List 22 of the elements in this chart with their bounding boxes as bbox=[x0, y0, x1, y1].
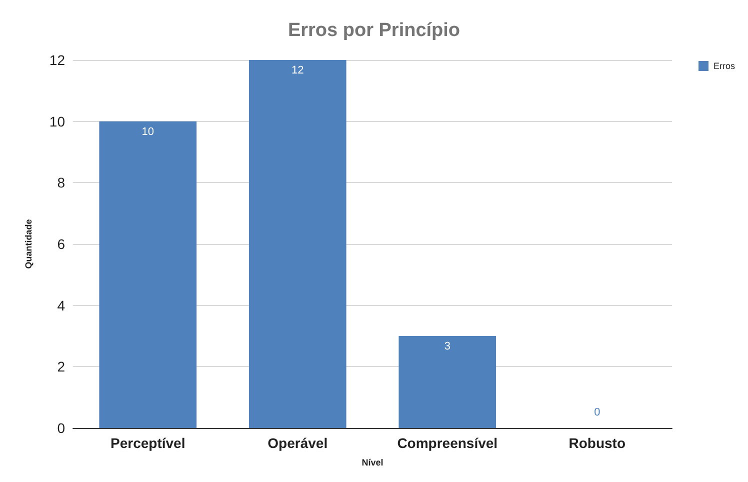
y-tick-label: 6 bbox=[57, 236, 66, 252]
y-tick-label: 0 bbox=[57, 420, 66, 436]
y-axis-title: Quantidade bbox=[24, 219, 34, 269]
data-label: 0 bbox=[594, 406, 600, 418]
bar bbox=[99, 121, 197, 428]
x-tick-label: Compreensível bbox=[397, 435, 498, 451]
y-tick-label: 12 bbox=[49, 52, 66, 68]
y-tick-label: 8 bbox=[57, 174, 66, 191]
y-tick-label: 10 bbox=[49, 113, 66, 130]
y-tick-label: 2 bbox=[57, 358, 66, 375]
data-label: 12 bbox=[292, 64, 304, 76]
x-tick-label: Robusto bbox=[568, 435, 626, 451]
data-label: 10 bbox=[142, 126, 154, 138]
data-label: 3 bbox=[444, 340, 450, 352]
legend-label: Erros bbox=[714, 61, 736, 71]
bar bbox=[398, 336, 496, 428]
x-tick-label: Operável bbox=[268, 435, 328, 451]
chart-title: Erros por Princípio bbox=[288, 20, 460, 41]
x-tick-label: Perceptível bbox=[110, 435, 186, 451]
y-tick-label: 4 bbox=[57, 297, 66, 314]
x-axis-title: Nível bbox=[362, 458, 384, 468]
bar bbox=[248, 60, 346, 428]
